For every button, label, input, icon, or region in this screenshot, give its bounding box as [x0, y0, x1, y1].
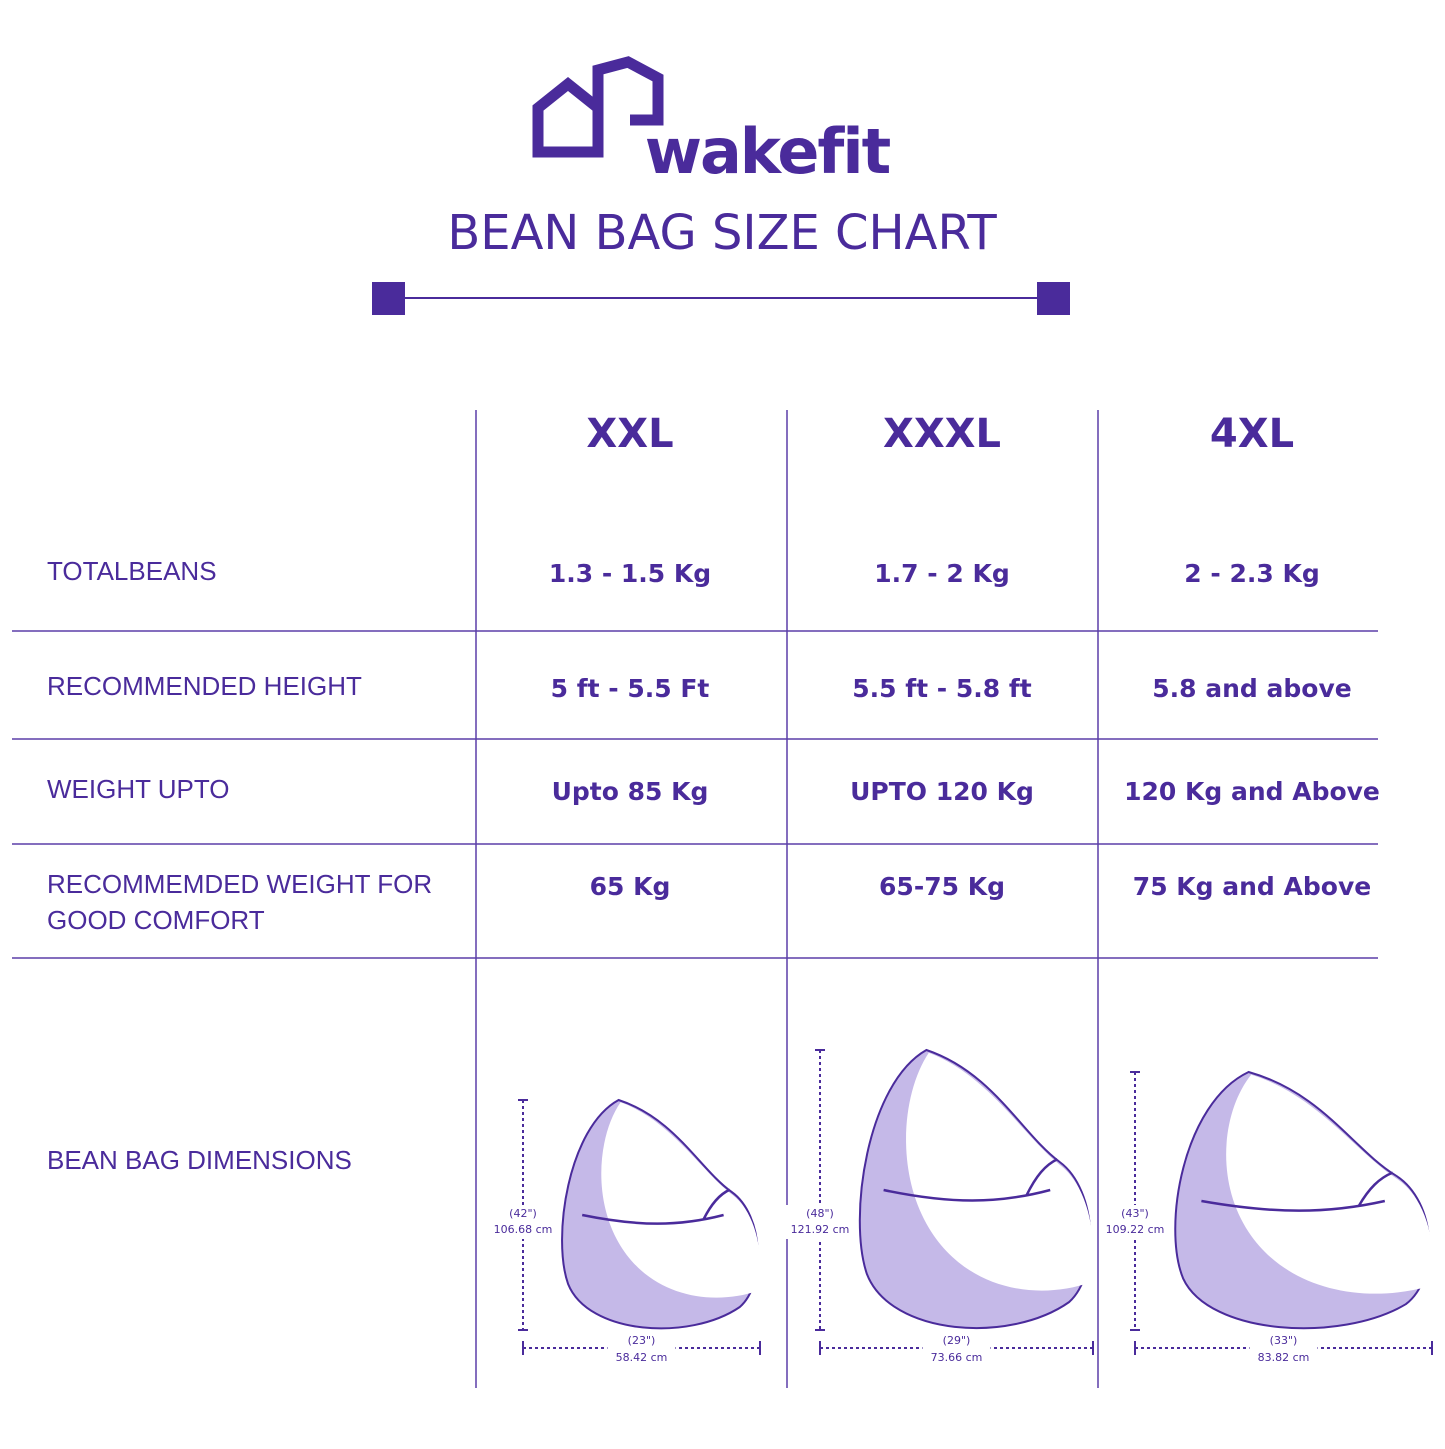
cell-value: 65-75 Kg	[879, 872, 1005, 901]
label-bg	[1249, 1334, 1318, 1366]
bag-top	[1226, 1074, 1433, 1294]
column-header: XXXL	[883, 411, 1001, 457]
label-bg	[1099, 1205, 1171, 1239]
width-inches: (23")	[628, 1334, 656, 1347]
width-cm: 58.42 cm	[616, 1351, 668, 1364]
cell-value: 2 - 2.3 Kg	[1184, 559, 1319, 588]
column-header: XXL	[586, 411, 673, 457]
cell-value: 120 Kg and Above	[1124, 777, 1380, 806]
row-label: TOTALBEANS	[47, 556, 217, 586]
label-bg	[922, 1334, 991, 1366]
cell-value: 5.5 ft - 5.8 ft	[852, 674, 1031, 703]
label-bg	[784, 1205, 856, 1239]
height-cm: 109.22 cm	[1106, 1223, 1165, 1236]
cell-value: 75 Kg and Above	[1133, 872, 1371, 901]
bag-seam	[1201, 1171, 1394, 1212]
width-cm: 73.66 cm	[931, 1351, 983, 1364]
width-cm: 83.82 cm	[1258, 1351, 1310, 1364]
divider-end	[372, 282, 405, 315]
cell-value: 5.8 and above	[1152, 674, 1351, 703]
cell-value: UPTO 120 Kg	[850, 777, 1034, 806]
bag-seam	[581, 1188, 731, 1225]
width-inches: (29")	[943, 1334, 971, 1347]
divider-end	[1037, 282, 1070, 315]
label-bg	[607, 1334, 676, 1366]
label-bg	[487, 1205, 559, 1239]
cell-value: 1.3 - 1.5 Kg	[549, 559, 711, 588]
cell-value: 5 ft - 5.5 Ft	[551, 674, 710, 703]
height-cm: 121.92 cm	[791, 1223, 850, 1236]
cell-value: 1.7 - 2 Kg	[874, 559, 1009, 588]
row-label: RECOMMEMDED WEIGHT FOR	[47, 869, 432, 899]
width-inches: (33")	[1270, 1334, 1298, 1347]
grid	[12, 410, 1378, 1388]
bag-top	[906, 1052, 1094, 1291]
row-label: WEIGHT UPTO	[47, 774, 230, 804]
cell-value: 65 Kg	[590, 872, 671, 901]
row-label: BEAN BAG DIMENSIONS	[47, 1145, 352, 1175]
height-inches: (42")	[509, 1207, 537, 1220]
logo-icon	[532, 56, 664, 158]
height-inches: (43")	[1121, 1207, 1149, 1220]
column-header: 4XL	[1210, 411, 1294, 457]
height-inches: (48")	[806, 1207, 834, 1220]
cell-value: Upto 85 Kg	[552, 777, 709, 806]
logo	[532, 56, 664, 158]
bag-top	[601, 1102, 761, 1298]
title: BEAN BAG SIZE CHART	[447, 205, 997, 261]
brand: wakefit	[645, 115, 891, 188]
height-cm: 106.68 cm	[494, 1223, 553, 1236]
row-label: RECOMMENDED HEIGHT	[47, 671, 362, 701]
row-label: GOOD COMFORT	[47, 905, 265, 935]
bag-seam	[883, 1158, 1058, 1202]
